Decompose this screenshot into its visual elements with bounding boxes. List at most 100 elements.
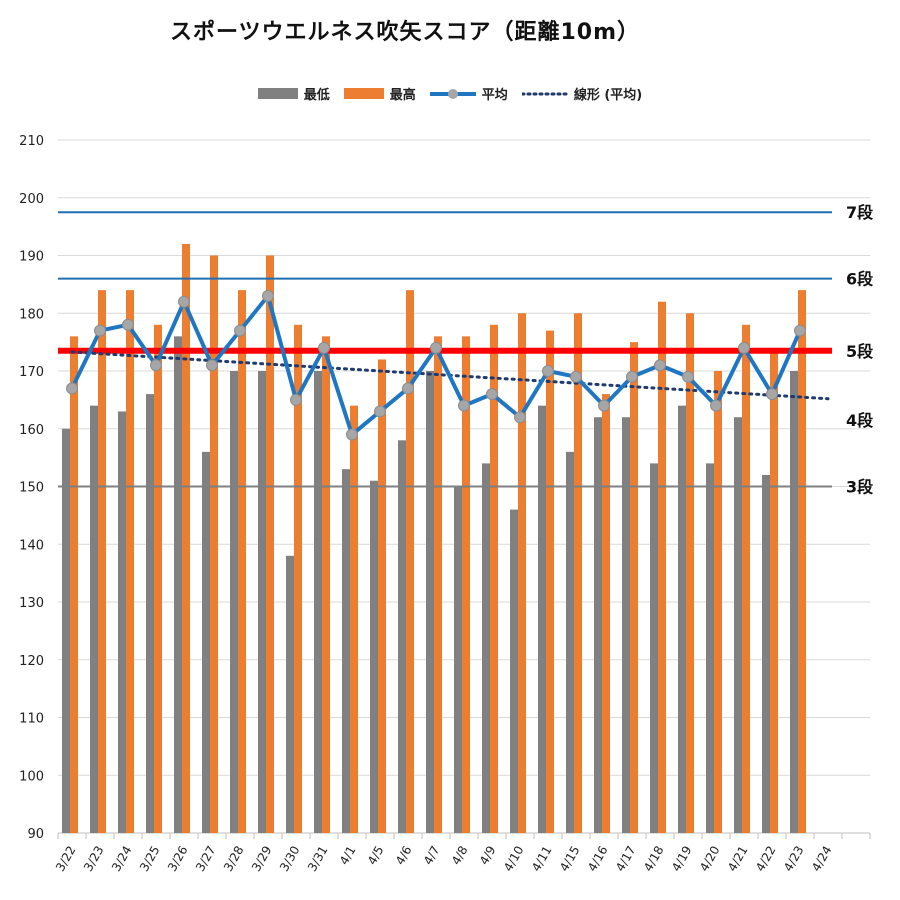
bar-min-4/11 [538,405,546,833]
point-average-3/30 [290,393,302,406]
x-tick-label-3/26: 3/26 [165,844,191,874]
bar-min-4/8 [454,486,462,833]
point-average-4/6 [402,382,414,395]
y-tick-label-130: 130 [19,596,44,611]
bar-min-4/21 [734,417,742,833]
x-tick-label-3/30: 3/30 [277,844,303,874]
rank-label-4段: 4段 [846,411,874,430]
bar-max-4/19 [686,313,694,833]
bar-min-3/31 [314,371,322,833]
x-tick-label-4/1: 4/1 [337,844,359,868]
y-tick-label-190: 190 [19,250,44,265]
x-tick-label-4/10: 4/10 [501,844,527,874]
bar-max-4/6 [406,290,414,833]
point-average-4/1 [346,428,358,441]
bar-min-3/24 [118,411,126,833]
x-tick-label-3/22: 3/22 [53,844,79,874]
x-tick-label-4/24: 4/24 [809,844,835,874]
bar-max-4/8 [462,336,470,833]
x-tick-label-3/28: 3/28 [221,844,247,874]
x-tick-label-4/19: 4/19 [669,844,695,874]
x-tick-label-4/18: 4/18 [641,844,667,874]
bar-max-3/24 [126,290,134,833]
y-tick-label-120: 120 [19,654,44,669]
point-average-3/22 [66,382,78,395]
bar-max-4/22 [770,347,778,833]
bar-min-3/29 [258,371,266,833]
x-tick-label-4/20: 4/20 [697,844,723,874]
bar-max-3/26 [182,243,190,833]
point-average-4/5 [374,405,386,418]
bar-min-4/5 [370,480,378,833]
bar-max-4/15 [574,313,582,833]
point-average-3/26 [178,295,190,308]
bar-min-4/6 [398,440,406,833]
bar-max-4/17 [630,342,638,833]
bar-min-3/30 [286,555,294,833]
legend-item-average: 平均 [429,84,508,103]
x-tick-label-4/16: 4/16 [585,844,611,874]
point-average-3/31 [318,341,330,354]
point-average-4/9 [486,388,498,401]
point-average-3/23 [94,324,106,337]
x-tick-label-3/27: 3/27 [193,844,219,874]
point-average-4/18 [654,359,666,372]
bar-max-3/25 [154,324,162,833]
point-average-4/7 [430,341,442,354]
x-tick-label-4/5: 4/5 [365,844,387,868]
x-tick-label-4/9: 4/9 [477,844,499,868]
y-tick-label-100: 100 [19,769,44,784]
x-tick-label-3/24: 3/24 [109,844,135,874]
bar-max-4/18 [658,301,666,833]
legend-swatch-max [343,88,384,99]
x-tick-label-3/31: 3/31 [305,844,331,874]
x-tick-label-4/8: 4/8 [449,844,471,868]
bar-min-4/16 [594,417,602,833]
legend-item-trend: 線形 (平均) [521,84,643,103]
point-average-4/23 [794,324,806,337]
y-tick-label-90: 90 [27,827,44,842]
y-tick-label-170: 170 [19,365,44,380]
x-tick-label-4/7: 4/7 [421,844,443,868]
bar-max-3/27 [210,255,218,833]
legend-label-min: 最低 [303,88,330,103]
x-tick-label-3/23: 3/23 [81,844,107,874]
bar-max-4/23 [798,290,806,833]
point-average-3/25 [150,359,162,372]
bar-max-4/10 [518,313,526,833]
point-average-3/27 [206,359,218,372]
y-tick-label-210: 210 [19,134,44,149]
y-tick-label-110: 110 [19,712,44,727]
rank-label-7段: 7段 [846,203,874,222]
legend-swatch-min [257,88,298,99]
point-average-3/28 [234,324,246,337]
legend-item-min: 最低 [257,84,330,103]
point-average-4/10 [514,411,526,424]
bar-min-3/26 [174,336,182,833]
point-average-4/17 [626,370,638,383]
bar-min-3/25 [146,394,154,833]
bar-min-4/15 [566,451,574,833]
bar-min-4/22 [762,474,770,833]
x-tick-label-4/22: 4/22 [753,844,779,874]
legend-label-trend: 線形 (平均) [573,88,643,103]
x-tick-label-4/21: 4/21 [725,844,751,874]
bar-min-3/28 [230,371,238,833]
legend: 最低 最高 平均 線形 (平均) [0,84,900,103]
bar-min-4/18 [650,463,658,833]
legend-label-average: 平均 [481,88,508,103]
legend-swatch-average [429,88,476,99]
x-tick-label-3/29: 3/29 [249,844,275,874]
rank-label-5段: 5段 [846,342,874,361]
bar-max-4/11 [546,330,554,833]
bar-min-3/23 [90,405,98,833]
bar-max-3/22 [70,336,78,833]
rank-label-6段: 6段 [846,270,874,289]
bar-min-4/9 [482,463,490,833]
x-tick-label-4/15: 4/15 [557,844,583,874]
point-average-4/19 [682,370,694,383]
y-tick-label-200: 200 [19,192,44,207]
bar-max-3/23 [98,290,106,833]
bar-min-4/19 [678,405,686,833]
